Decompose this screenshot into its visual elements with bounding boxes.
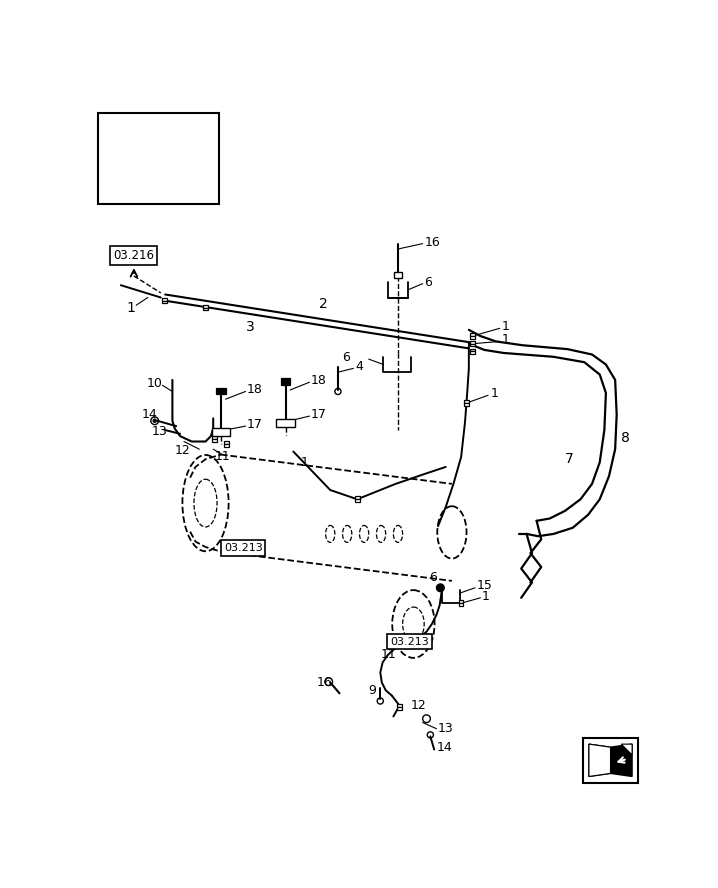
Bar xyxy=(470,341,475,344)
Text: 1: 1 xyxy=(301,456,309,469)
Bar xyxy=(213,440,217,442)
Bar xyxy=(470,336,475,339)
Bar xyxy=(459,600,463,603)
Text: 13: 13 xyxy=(151,425,167,438)
Bar xyxy=(276,419,295,427)
Text: 15: 15 xyxy=(477,579,493,592)
Bar xyxy=(162,297,167,301)
Bar xyxy=(203,307,208,310)
Text: 16: 16 xyxy=(317,676,332,689)
Text: 7: 7 xyxy=(565,452,574,466)
Text: 3: 3 xyxy=(246,320,254,334)
Polygon shape xyxy=(621,744,632,755)
Text: 6: 6 xyxy=(342,351,350,364)
Bar xyxy=(394,272,402,278)
Text: 11: 11 xyxy=(381,648,396,662)
Text: 18: 18 xyxy=(311,374,327,387)
Bar xyxy=(470,344,475,346)
Bar xyxy=(470,352,475,354)
Text: 14: 14 xyxy=(141,408,157,421)
Text: 14: 14 xyxy=(437,741,452,755)
Bar xyxy=(465,403,469,406)
Bar xyxy=(98,113,220,203)
Bar xyxy=(213,436,217,440)
Text: 9: 9 xyxy=(369,684,377,697)
Text: 17: 17 xyxy=(247,418,263,431)
Text: 03.216: 03.216 xyxy=(113,249,154,262)
Text: 16: 16 xyxy=(424,236,440,250)
Text: 13: 13 xyxy=(438,722,454,735)
Bar xyxy=(459,603,463,606)
Text: 12: 12 xyxy=(174,444,190,457)
Text: 1: 1 xyxy=(490,387,498,400)
Bar xyxy=(355,499,360,502)
Bar xyxy=(203,305,208,307)
Text: 6: 6 xyxy=(424,275,432,289)
Bar xyxy=(470,333,475,336)
Bar xyxy=(355,496,360,499)
Circle shape xyxy=(153,419,157,423)
Circle shape xyxy=(437,584,444,591)
Text: 18: 18 xyxy=(247,384,263,396)
Bar xyxy=(212,428,230,436)
Text: 03.213: 03.213 xyxy=(390,637,429,646)
Bar xyxy=(217,387,225,392)
Text: 1: 1 xyxy=(482,590,490,603)
Bar xyxy=(224,444,228,447)
Polygon shape xyxy=(589,744,610,776)
Text: 17: 17 xyxy=(311,408,327,421)
Bar xyxy=(465,400,469,403)
Bar xyxy=(397,707,402,710)
Bar xyxy=(216,387,225,393)
Bar xyxy=(224,441,228,444)
Text: 4: 4 xyxy=(355,361,363,373)
Text: 12: 12 xyxy=(411,699,426,712)
Bar xyxy=(583,738,638,782)
Text: 8: 8 xyxy=(621,431,630,445)
Bar xyxy=(470,349,475,352)
Text: 1: 1 xyxy=(501,333,509,346)
Bar xyxy=(397,704,402,707)
Text: 2: 2 xyxy=(319,297,327,311)
Text: 6: 6 xyxy=(429,571,437,584)
Bar xyxy=(162,301,167,304)
Text: 10: 10 xyxy=(147,377,163,390)
Text: 11: 11 xyxy=(215,450,230,464)
Polygon shape xyxy=(589,744,632,776)
Text: 1: 1 xyxy=(126,301,135,315)
Text: 03.213: 03.213 xyxy=(224,543,263,552)
Text: 1: 1 xyxy=(501,321,509,333)
Bar xyxy=(281,378,290,385)
